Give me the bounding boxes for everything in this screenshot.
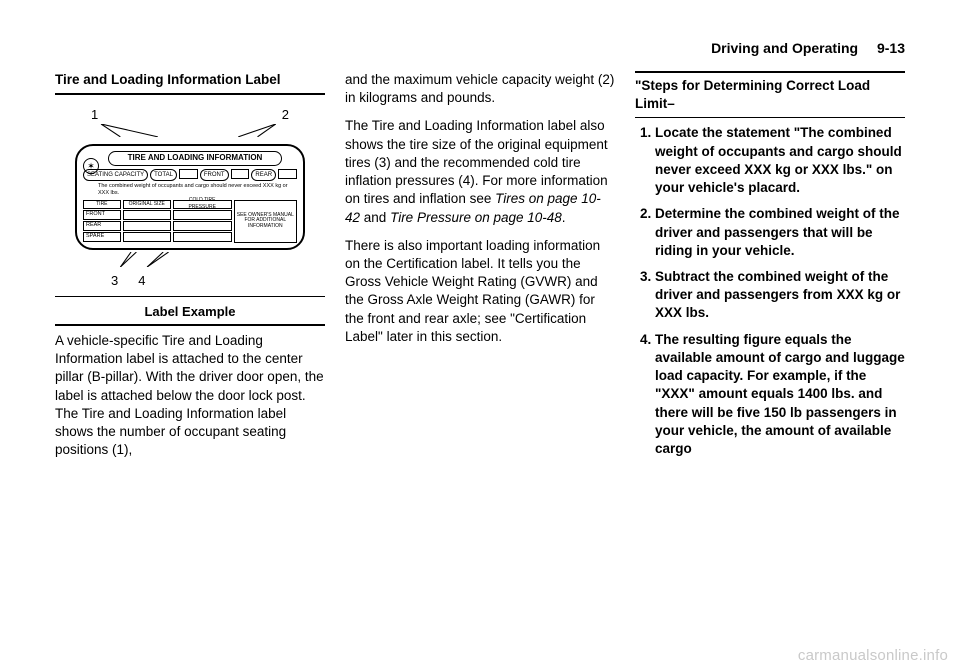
step-4: The resulting figure equals the availabl… xyxy=(655,331,905,459)
callout-lines-bottom xyxy=(56,252,324,267)
figure-caption: Label Example xyxy=(55,303,325,321)
column-3: "Steps for Determining Correct Load Limi… xyxy=(635,71,905,470)
see-owners-manual: SEE OWNER'S MANUAL FOR ADDITIONAL INFORM… xyxy=(234,200,297,243)
divider xyxy=(55,296,325,297)
placard-title: TIRE AND LOADING INFORMATION xyxy=(108,151,282,166)
divider xyxy=(55,93,325,95)
steps-list: Locate the statement "The combined weigh… xyxy=(635,124,905,458)
steps-heading: "Steps for Determining Correct Load Limi… xyxy=(635,71,905,118)
star-icon: ✶ xyxy=(83,158,99,174)
page-number: 9-13 xyxy=(877,40,905,56)
seating-front: FRONT xyxy=(200,169,229,181)
col2-p3: There is also important loading informat… xyxy=(345,237,615,346)
col2-p1: and the maximum vehicle capacity weight … xyxy=(345,71,615,107)
row-spare: SPARE xyxy=(83,232,121,242)
link-tire-pressure: Tire Pressure on page 10-48 xyxy=(390,210,562,225)
seating-rear: REAR xyxy=(251,169,276,181)
step-1: Locate the statement "The combined weigh… xyxy=(655,124,905,197)
callout-lines-top xyxy=(56,124,324,137)
step-2: Determine the combined weight of the dri… xyxy=(655,205,905,260)
step-3: Subtract the combined weight of the driv… xyxy=(655,268,905,323)
section-name: Driving and Operating xyxy=(711,40,858,56)
divider xyxy=(55,324,325,326)
watermark: carmanualsonline.info xyxy=(798,647,948,664)
hdr-pressure: COLD TIRE PRESSURE xyxy=(173,200,232,209)
callout-3: 3 xyxy=(111,272,118,290)
col2-p2: The Tire and Loading Information label a… xyxy=(345,117,615,226)
callout-2: 2 xyxy=(282,106,289,124)
tire-label-diagram: 1 2 ✶ TIRE AND LOADING INFORMATION SEATI… xyxy=(55,101,325,294)
page-header: Driving and Operating 9-13 xyxy=(55,40,905,56)
hdr-tire: TIRE xyxy=(83,200,121,209)
col1-body: A vehicle-specific Tire and Loading Info… xyxy=(55,332,325,460)
callout-1: 1 xyxy=(91,106,98,124)
callout-4: 4 xyxy=(138,272,145,290)
column-2: and the maximum vehicle capacity weight … xyxy=(345,71,615,470)
row-rear: REAR xyxy=(83,221,121,231)
seating-total: TOTAL xyxy=(150,169,177,181)
placard-weight-text: The combined weight of occupants and car… xyxy=(83,183,297,198)
row-front: FRONT xyxy=(83,210,121,220)
column-1: Tire and Loading Information Label 1 2 ✶ xyxy=(55,71,325,470)
col1-heading: Tire and Loading Information Label xyxy=(55,71,325,89)
hdr-size: ORIGINAL SIZE xyxy=(123,200,171,209)
